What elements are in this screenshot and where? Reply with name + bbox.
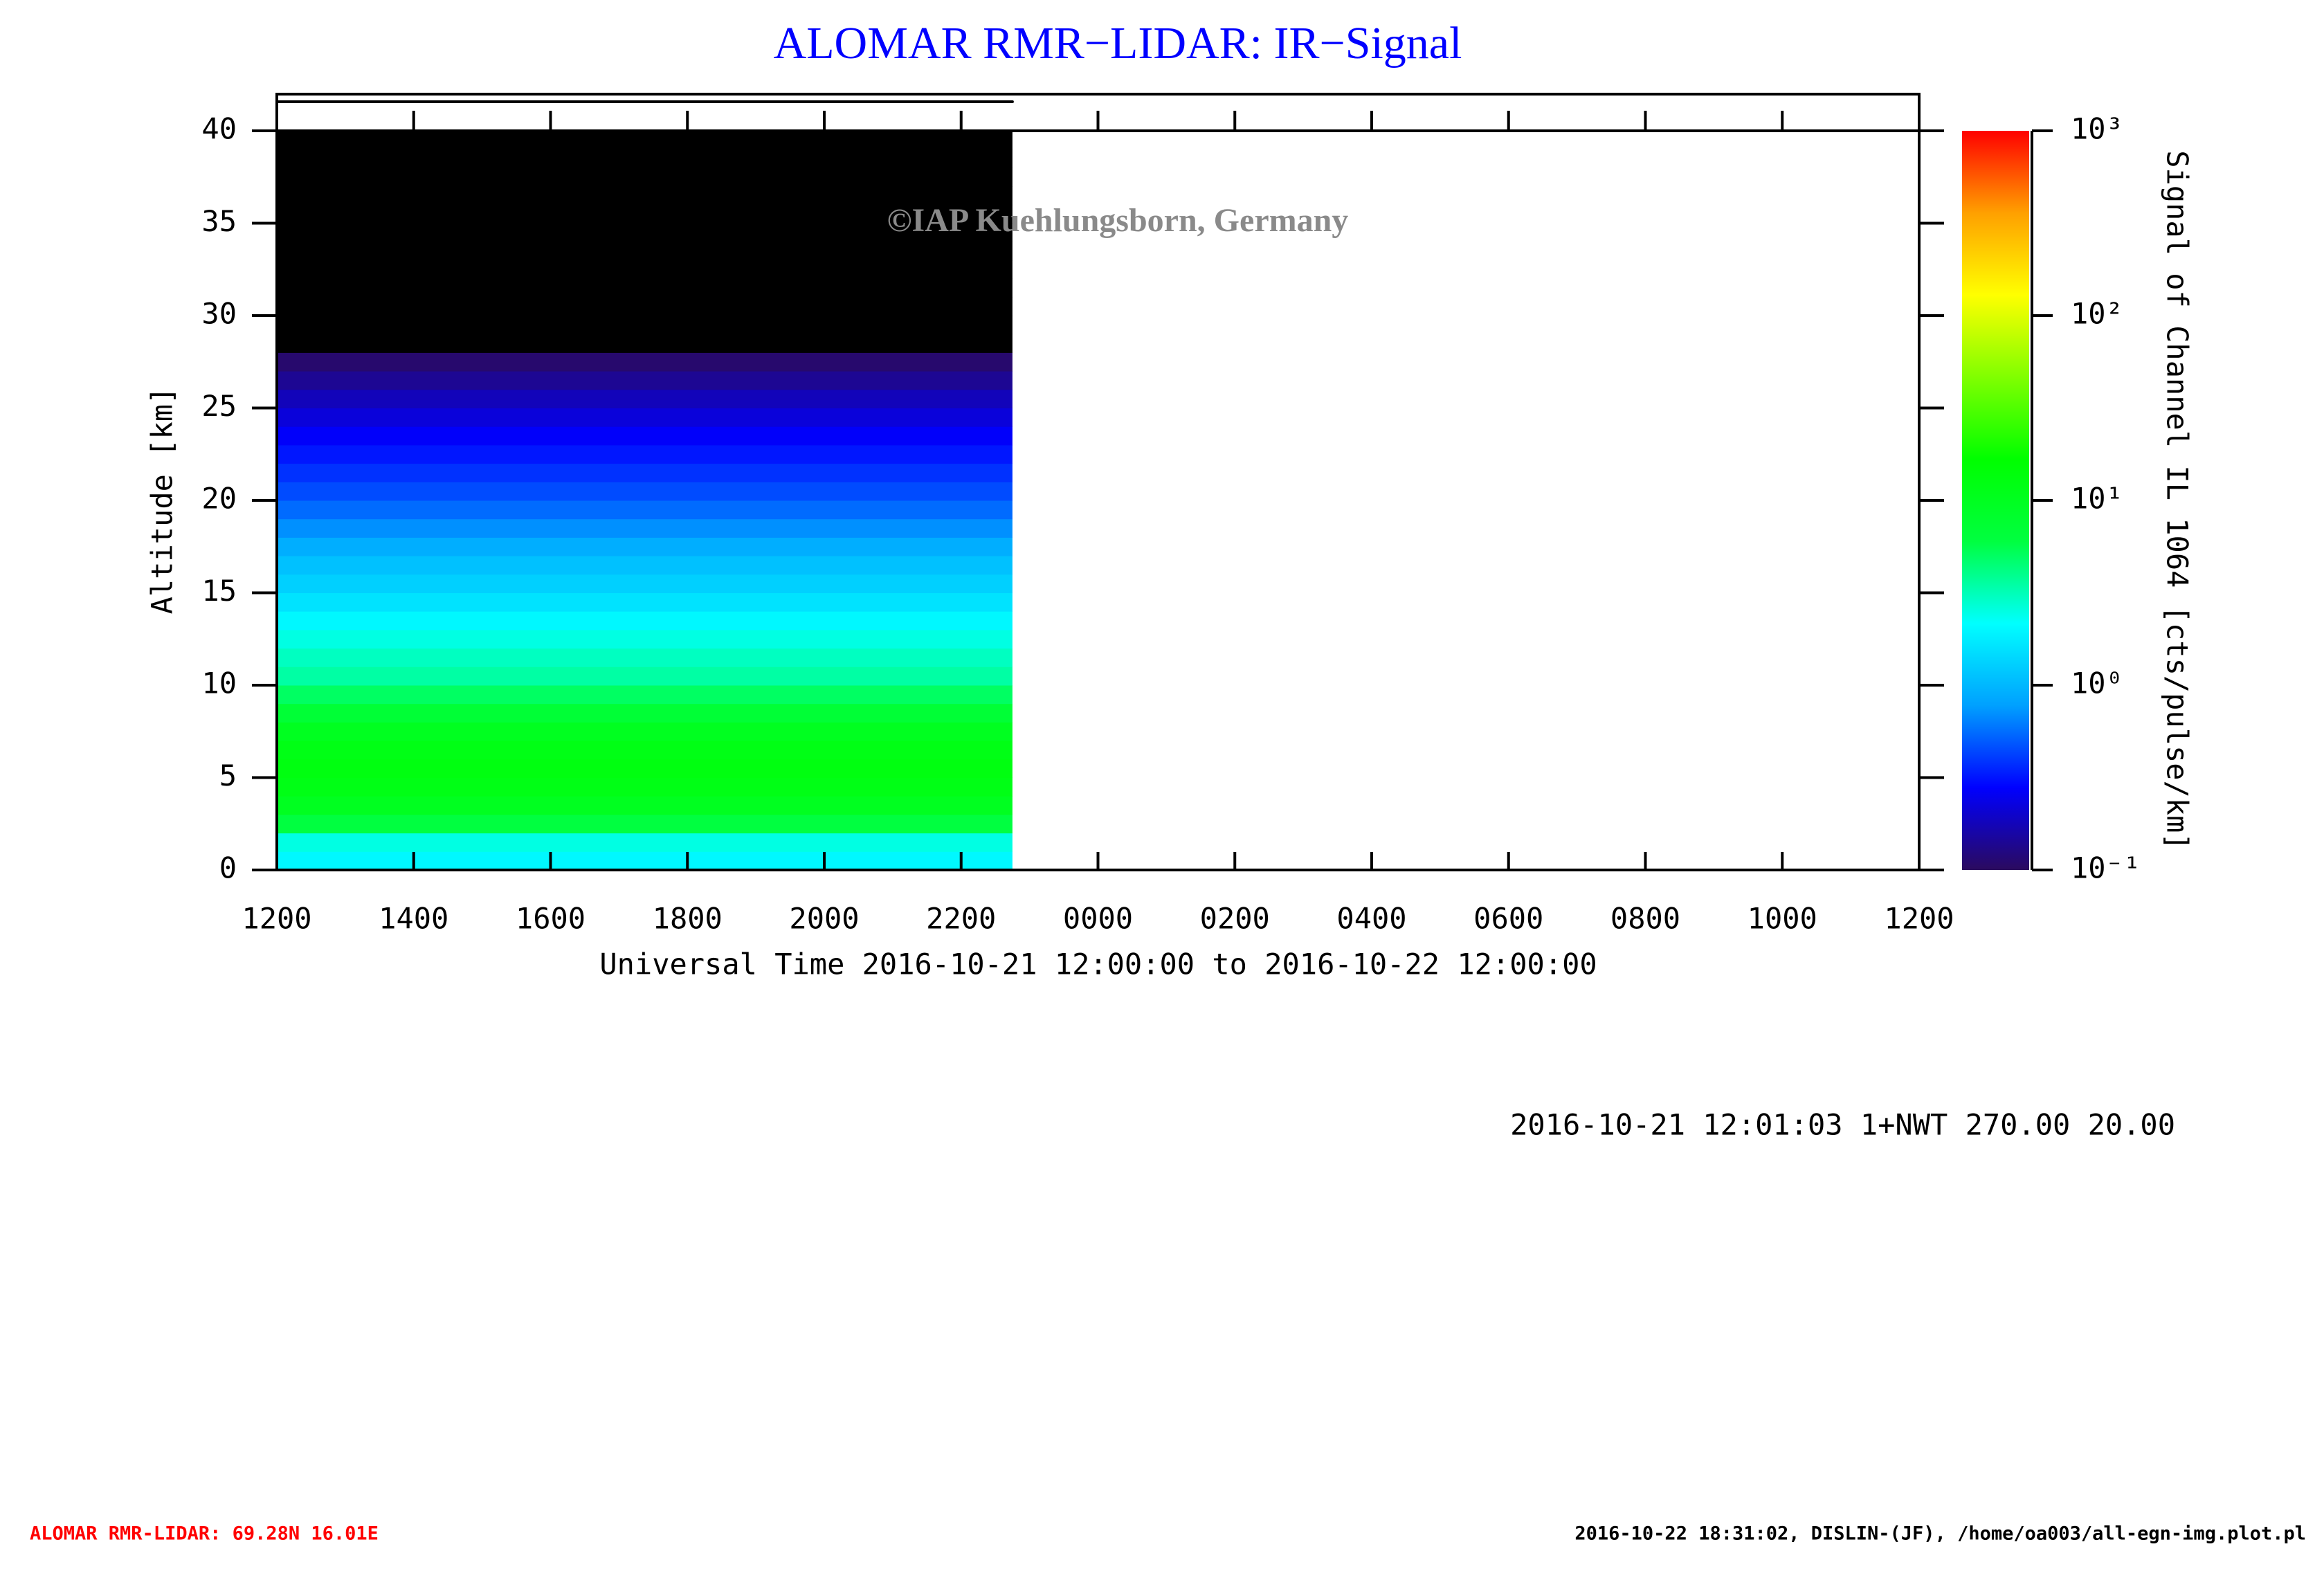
info-line: 2016-10-21 12:01:03 1+NWT 270.00 20.00	[1510, 1108, 2175, 1142]
heat-cell	[277, 371, 1013, 390]
heat-cell	[277, 316, 1013, 335]
heat-cell	[277, 648, 1013, 667]
heat-cell	[277, 131, 1013, 150]
y-axis-label: Altitude [km]	[145, 387, 179, 615]
heat-cell	[277, 167, 1013, 187]
x-tick-label: 0200	[1200, 902, 1270, 936]
x-tick-label: 2200	[926, 902, 996, 936]
x-tick-label: 0600	[1473, 902, 1543, 936]
heat-cell	[277, 223, 1013, 242]
heat-cell	[277, 851, 1013, 871]
colorbar-label: Signal of Channel IL 1064 [cts/pulse/km]	[2161, 150, 2195, 850]
heat-cell	[277, 666, 1013, 686]
heat-cell	[277, 278, 1013, 298]
colorbar	[1962, 131, 2029, 870]
heat-cell	[277, 204, 1013, 224]
heat-cell	[277, 297, 1013, 316]
x-tick-label: 0800	[1610, 902, 1680, 936]
y-tick-label: 30	[201, 297, 237, 331]
y-tick-label: 25	[201, 389, 237, 423]
y-tick-label: 10	[201, 666, 237, 700]
heat-cell	[277, 592, 1013, 612]
heat-cell	[277, 389, 1013, 408]
heat-cell	[277, 741, 1013, 760]
heat-cell	[277, 242, 1013, 261]
heat-cell	[277, 556, 1013, 575]
y-tick-label: 15	[201, 574, 237, 608]
y-tick-label: 20	[201, 482, 237, 516]
footer-left: ALOMAR RMR-LIDAR: 69.28N 16.01E	[30, 1523, 379, 1545]
heat-cell	[277, 186, 1013, 206]
x-tick-label: 1200	[1884, 902, 1954, 936]
colorbar-tick-label: 10⁰	[2071, 666, 2123, 700]
copyright: ©IAP Kuehlungsborn, Germany	[887, 202, 1349, 239]
heat-cell	[277, 444, 1013, 464]
heat-cell	[277, 722, 1013, 741]
x-tick-label: 1400	[379, 902, 448, 936]
heat-cell	[277, 703, 1013, 723]
colorbar-tick-label: 10¹	[2071, 482, 2123, 516]
colorbar-tick-label: 10³	[2071, 112, 2123, 146]
heat-cell	[277, 574, 1013, 593]
heat-cell	[277, 463, 1013, 482]
x-tick-label: 0400	[1336, 902, 1406, 936]
heat-cell	[277, 352, 1013, 372]
x-tick-label: 1800	[653, 902, 723, 936]
heat-cell	[277, 611, 1013, 631]
heat-cell	[277, 408, 1013, 427]
y-tick-label: 5	[219, 759, 237, 792]
chart-title: ALOMAR RMR−LIDAR: IR−Signal	[774, 18, 1462, 69]
x-tick-label: 1600	[516, 902, 585, 936]
heat-cell	[277, 833, 1013, 852]
heat-cell	[277, 777, 1013, 797]
heat-cell	[277, 426, 1013, 446]
x-tick-label: 0000	[1063, 902, 1133, 936]
heat-cell	[277, 796, 1013, 815]
heat-cell	[277, 814, 1013, 834]
heat-cell	[277, 260, 1013, 280]
heat-cell	[277, 518, 1013, 538]
heat-cell	[277, 482, 1013, 501]
heat-cell	[277, 500, 1013, 520]
y-tick-label: 0	[219, 851, 237, 885]
heat-cell	[277, 149, 1013, 168]
colorbar-tick-label: 10²	[2071, 297, 2123, 331]
heat-cell	[277, 629, 1013, 649]
footer-right: 2016-10-22 18:31:02, DISLIN-(JF), /home/…	[1574, 1523, 2306, 1545]
colorbar-tick-label: 10⁻¹	[2071, 851, 2141, 885]
heat-cell	[277, 537, 1013, 556]
y-tick-label: 35	[201, 204, 237, 238]
x-tick-label: 1200	[242, 902, 311, 936]
y-tick-label: 40	[201, 112, 237, 146]
x-tick-label: 1000	[1747, 902, 1817, 936]
heat-cell	[277, 685, 1013, 705]
heat-cell	[277, 334, 1013, 353]
x-tick-label: 2000	[789, 902, 859, 936]
x-axis-label: Universal Time 2016-10-21 12:00:00 to 20…	[599, 947, 1597, 981]
heat-cell	[277, 759, 1013, 778]
